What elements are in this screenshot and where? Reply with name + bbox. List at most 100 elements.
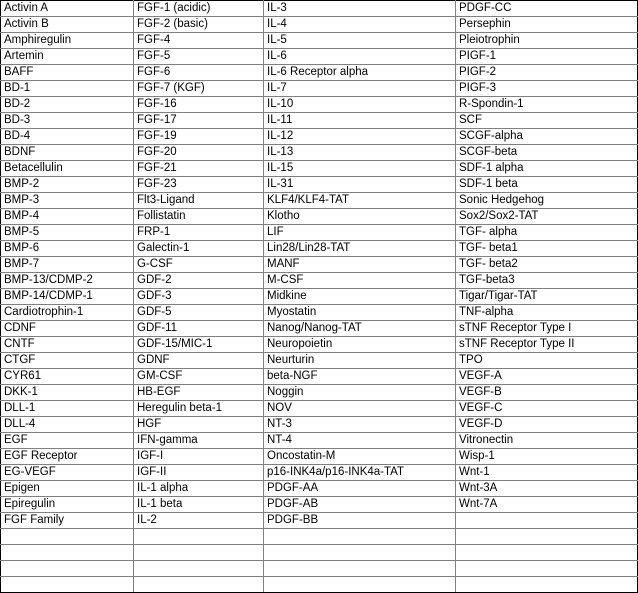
table-row: [0, 544, 638, 561]
table-cell: NT-4: [263, 432, 456, 449]
table-cell: VEGF-C: [455, 400, 638, 417]
table-cell-empty: [263, 544, 456, 561]
table-cell-empty: [0, 576, 134, 593]
table-cell: R-Spondin-1: [455, 96, 638, 113]
table-cell: GM-CSF: [133, 368, 264, 385]
table-cell-empty: [133, 560, 264, 577]
table-cell: IL-12: [263, 128, 456, 145]
table-cell: Wnt-3A: [455, 480, 638, 497]
table-cell: Neuropoietin: [263, 336, 456, 353]
table-row: BAFF FGF-6 IL-6 Receptor alpha PIGF-2: [0, 64, 638, 81]
table-cell: Betacellulin: [0, 160, 134, 177]
table-cell: Wisp-1: [455, 448, 638, 465]
table-cell: PDGF-AB: [263, 496, 456, 513]
table-cell: Galectin-1: [133, 240, 264, 257]
table-cell: TGF- beta2: [455, 256, 638, 273]
table-row: [0, 560, 638, 577]
table-cell: TGF- beta1: [455, 240, 638, 257]
table-cell: VEGF-A: [455, 368, 638, 385]
table-cell: CTGF: [0, 352, 134, 369]
table-cell-empty: [455, 576, 638, 593]
table-row: BMP-5 FRP-1 LIF TGF- alpha: [0, 224, 638, 241]
table-row: BMP-7 G-CSF MANF TGF- beta2: [0, 256, 638, 273]
table-cell: GDF-11: [133, 320, 264, 337]
table-cell: FGF Family: [0, 512, 134, 529]
table-cell: GDF-15/MIC-1: [133, 336, 264, 353]
table-cell: GDF-3: [133, 288, 264, 305]
table-cell-empty: [263, 528, 456, 545]
table-cell: MANF: [263, 256, 456, 273]
table-cell: HGF: [133, 416, 264, 433]
table-cell: SCGF-beta: [455, 144, 638, 161]
table-cell: sTNF Receptor Type I: [455, 320, 638, 337]
table-cell: IL-5: [263, 32, 456, 49]
table-cell-empty: [263, 560, 456, 577]
table-cell: IL-6 Receptor alpha: [263, 64, 456, 81]
table-cell: PIGF-1: [455, 48, 638, 65]
table-cell: FGF-6: [133, 64, 264, 81]
table-cell: KLF4/KLF4-TAT: [263, 192, 456, 209]
table-row: EGF IFN-gamma NT-4 Vitronectin: [0, 432, 638, 449]
table-cell: TNF-alpha: [455, 304, 638, 321]
table-cell: NT-3: [263, 416, 456, 433]
table-cell: VEGF-B: [455, 384, 638, 401]
table-cell-empty: [133, 544, 264, 561]
table-cell: FGF-7 (KGF): [133, 80, 264, 97]
table-cell: BD-1: [0, 80, 134, 97]
table-row: Artemin FGF-5 IL-6 PIGF-1: [0, 48, 638, 65]
table-row: BD-1 FGF-7 (KGF) IL-7 PIGF-3: [0, 80, 638, 97]
table-cell: CYR61: [0, 368, 134, 385]
table-cell: IL-2: [133, 512, 264, 529]
table-cell: IL-4: [263, 16, 456, 33]
table-cell: EG-VEGF: [0, 464, 134, 481]
table-row: BD-4 FGF-19 IL-12 SCGF-alpha: [0, 128, 638, 145]
table-cell: Lin28/Lin28-TAT: [263, 240, 456, 257]
table-cell: IL-31: [263, 176, 456, 193]
table-row: EGF Receptor IGF-I Oncostatin-M Wisp-1: [0, 448, 638, 465]
table-row: Betacellulin FGF-21 IL-15 SDF-1 alpha: [0, 160, 638, 177]
table-cell: Oncostatin-M: [263, 448, 456, 465]
table-row: DKK-1 HB-EGF Noggin VEGF-B: [0, 384, 638, 401]
table-cell: SDF-1 alpha: [455, 160, 638, 177]
table-cell-empty: [455, 512, 638, 529]
table-cell: EGF Receptor: [0, 448, 134, 465]
table-cell: CDNF: [0, 320, 134, 337]
table-row: EG-VEGF IGF-II p16-INK4a/p16-INK4a-TAT Wnt-…: [0, 464, 638, 481]
table-row: BMP-4 Follistatin Klotho Sox2/Sox2-TAT: [0, 208, 638, 225]
table-row: CYR61 GM-CSF beta-NGF VEGF-A: [0, 368, 638, 385]
table-cell: Epiregulin: [0, 496, 134, 513]
table-cell: IL-13: [263, 144, 456, 161]
table-cell: FGF-4: [133, 32, 264, 49]
table-cell: IL-11: [263, 112, 456, 129]
table-cell: BMP-5: [0, 224, 134, 241]
table-cell: Tigar/Tigar-TAT: [455, 288, 638, 305]
table-row: BDNF FGF-20 IL-13 SCGF-beta: [0, 144, 638, 161]
table-cell: PIGF-2: [455, 64, 638, 81]
table-cell: IL-3: [263, 0, 456, 17]
table-cell: TPO: [455, 352, 638, 369]
table-row: CDNF GDF-11 Nanog/Nanog-TAT sTNF Receptor T…: [0, 320, 638, 337]
table-row: BMP-3 Flt3-Ligand KLF4/KLF4-TAT Sonic Hedge…: [0, 192, 638, 209]
table-row: BMP-14/CDMP-1 GDF-3 Midkine Tigar/Tigar-TAT: [0, 288, 638, 305]
table-cell: DLL-1: [0, 400, 134, 417]
table-cell: BMP-7: [0, 256, 134, 273]
table-cell: FGF-2 (basic): [133, 16, 264, 33]
table-cell: beta-NGF: [263, 368, 456, 385]
table-row: CTGF GDNF Neurturin TPO: [0, 352, 638, 369]
table-row: FGF Family IL-2 PDGF-BB: [0, 512, 638, 529]
table-cell: IL-15: [263, 160, 456, 177]
table-row: BMP-13/CDMP-2 GDF-2 M-CSF TGF-beta3: [0, 272, 638, 289]
table-cell: IGF-I: [133, 448, 264, 465]
table-cell: Artemin: [0, 48, 134, 65]
table-cell: BMP-3: [0, 192, 134, 209]
table-cell: SCF: [455, 112, 638, 129]
table-row: DLL-1 Heregulin beta-1 NOV VEGF-C: [0, 400, 638, 417]
table-cell: Heregulin beta-1: [133, 400, 264, 417]
table-cell: BMP-2: [0, 176, 134, 193]
table-cell: Midkine: [263, 288, 456, 305]
table-cell: Wnt-7A: [455, 496, 638, 513]
table-cell: Nanog/Nanog-TAT: [263, 320, 456, 337]
table-cell: IL-1 alpha: [133, 480, 264, 497]
